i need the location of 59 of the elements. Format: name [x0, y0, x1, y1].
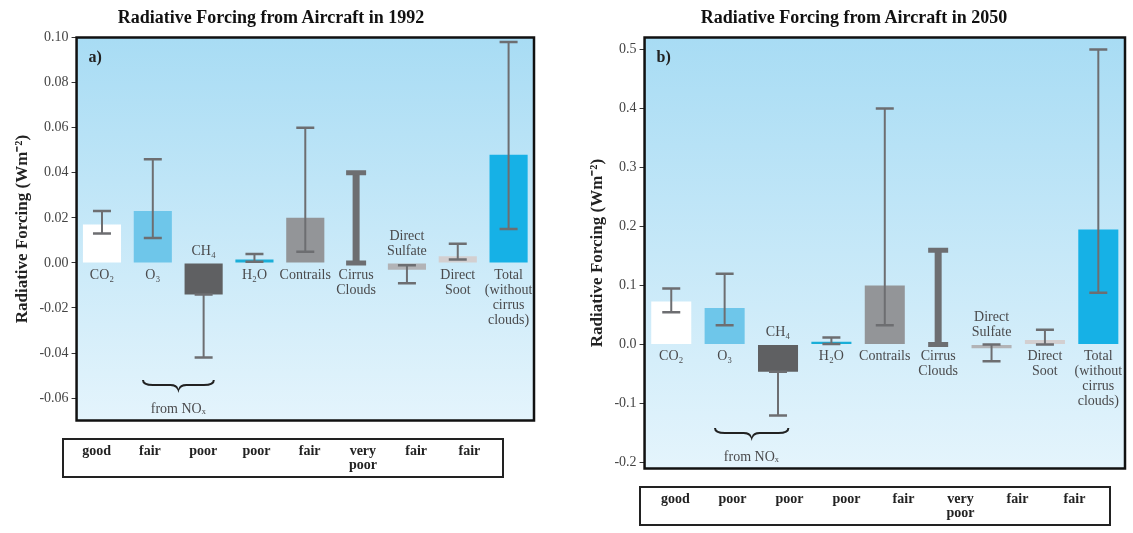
annotation: b): [656, 47, 671, 66]
text: fair: [1062, 491, 1087, 508]
text: fair: [891, 491, 916, 508]
y-tick-label: 0.2: [619, 218, 637, 234]
x-tick-label: CH₄: [191, 242, 216, 258]
text: fair: [297, 443, 322, 460]
y-axis-title: Radiative Forcing (Wm⁻²): [586, 158, 606, 348]
y-tick-label: -0.02: [39, 299, 69, 315]
x-tick-label: Cirrus Clouds: [918, 348, 959, 379]
x-tick-label: Direct Sulfate: [387, 227, 427, 258]
text: poor: [241, 443, 272, 460]
text: good: [81, 443, 112, 460]
x-tick-label: Total (without cirrus clouds): [484, 266, 533, 328]
y-tick-label: 0.10: [44, 29, 69, 45]
x-tick-label: CH₄: [765, 324, 791, 340]
y-tick-label: 0.4: [619, 100, 637, 116]
chart-title: Radiative Forcing from Aircraft in 2050: [700, 7, 1008, 28]
text: good: [660, 491, 691, 508]
y-tick-label: -0.04: [39, 344, 69, 360]
x-tick-label: Contrails: [279, 266, 331, 282]
y-axis-title: Radiative Forcing (Wm⁻²): [11, 134, 31, 324]
text: very poor: [945, 491, 976, 520]
y-tick-label: 0.02: [44, 209, 69, 225]
text: very poor: [347, 443, 378, 472]
y-tick-label: 0.00: [44, 254, 69, 270]
y-tick-label: 0.0: [619, 336, 637, 352]
annotation: a): [88, 47, 102, 66]
x-tick-label: Total (without cirrus clouds): [1074, 348, 1123, 410]
text: poor: [717, 491, 748, 508]
text: fair: [457, 443, 482, 460]
x-tick-label: O₃: [145, 266, 161, 282]
x-tick-label: Cirrus Clouds: [336, 266, 376, 297]
x-tick-label: CO₂: [89, 266, 115, 282]
text: poor: [774, 491, 805, 508]
y-tick-label: 0.04: [44, 164, 69, 180]
x-tick-label: CO₂: [659, 348, 684, 364]
x-tick-label: Contrails: [859, 348, 911, 364]
x-tick-label: H₂O: [818, 348, 844, 364]
y-tick-label: -0.06: [39, 389, 69, 405]
y-tick-label: -0.1: [614, 395, 637, 411]
x-tick-label: Direct Sulfate: [971, 309, 1012, 340]
text: fair: [138, 443, 162, 460]
text: poor: [188, 443, 219, 460]
y-tick-label: 0.5: [619, 41, 637, 57]
annotation: from NOₓ: [150, 401, 207, 417]
text: fair: [404, 443, 428, 460]
y-tick-label: 0.06: [44, 119, 69, 135]
text: poor: [831, 491, 862, 508]
x-tick-label: H₂O: [241, 266, 268, 282]
y-tick-label: 0.1: [619, 277, 637, 293]
text: fair: [1005, 491, 1030, 508]
y-tick-label: 0.08: [44, 74, 69, 90]
annotation: from NOₓ: [723, 449, 780, 465]
x-tick-label: O₃: [717, 348, 733, 364]
y-tick-label: 0.3: [619, 159, 637, 175]
y-tick-label: -0.2: [614, 454, 637, 470]
chart-title: Radiative Forcing from Aircraft in 1992: [117, 7, 425, 28]
x-tick-label: Direct Soot: [440, 266, 476, 297]
x-tick-label: Direct Soot: [1027, 348, 1063, 379]
